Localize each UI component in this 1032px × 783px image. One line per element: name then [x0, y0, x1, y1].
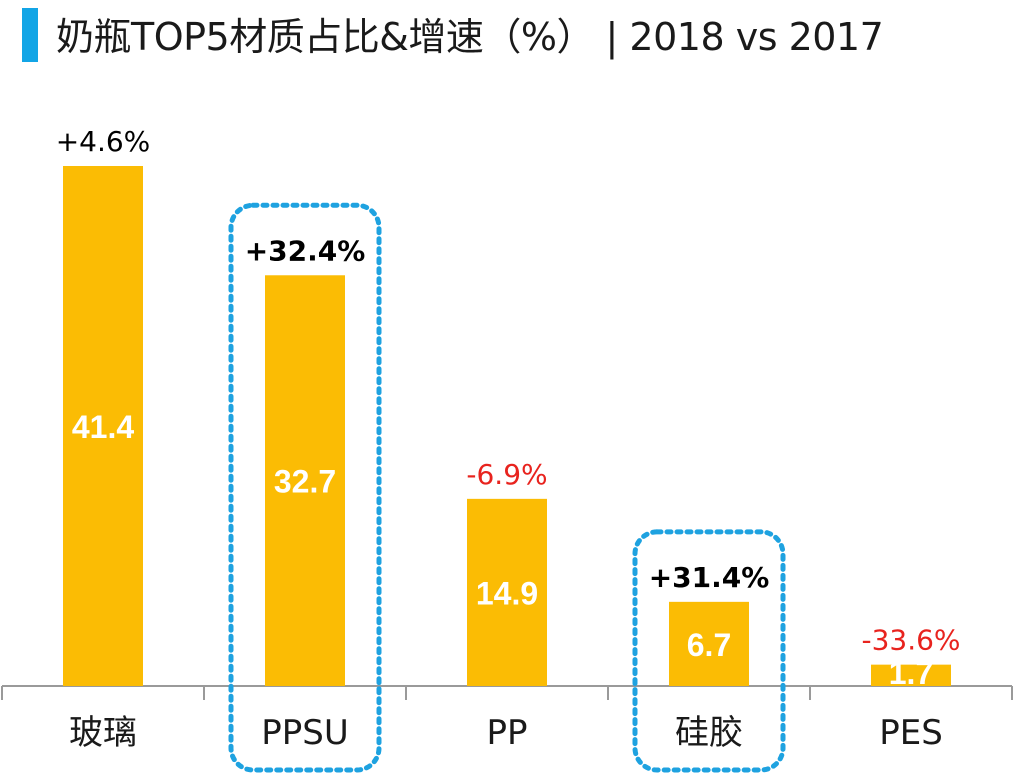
chart-title: 奶瓶TOP5材质占比&增速（%） | 2018 vs 2017 — [56, 15, 884, 59]
bar-value-label: 6.7 — [687, 627, 731, 663]
category-label: 玻璃 — [69, 713, 137, 753]
category-label: PPSU — [261, 713, 348, 753]
highlight-frame-硅胶 — [632, 529, 786, 773]
highlight-frame-PPSU — [228, 202, 382, 773]
bar-PP — [467, 498, 547, 686]
bar-value-label: 41.4 — [72, 409, 134, 445]
bar-value-label: 14.9 — [476, 575, 538, 611]
bar-PPSU — [265, 275, 345, 686]
bar-value-label: 1.7 — [889, 655, 933, 691]
growth-label: +32.4% — [245, 234, 366, 267]
growth-label: -33.6% — [861, 624, 960, 657]
bar-PES — [871, 664, 951, 686]
title-accent-bar — [22, 8, 38, 62]
bar-玻璃 — [63, 166, 143, 686]
growth-label: -6.9% — [466, 458, 547, 491]
category-label: PES — [879, 713, 943, 753]
category-label: PP — [486, 713, 527, 753]
growth-label: +4.6% — [56, 125, 151, 158]
bar-硅胶 — [669, 601, 749, 686]
growth-label: +31.4% — [649, 561, 770, 594]
bar-value-label: 32.7 — [274, 464, 336, 500]
category-label: 硅胶 — [675, 713, 743, 753]
